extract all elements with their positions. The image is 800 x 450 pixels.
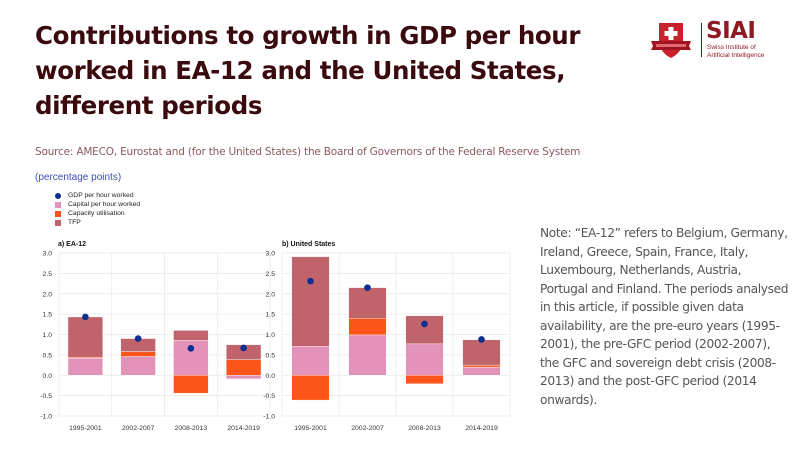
bar-capital: [120, 356, 156, 376]
legend-label: GDP per hour worked: [68, 192, 134, 199]
legend-item-capacity: Capacity utilisation: [55, 209, 140, 218]
bar-capital: [226, 375, 262, 380]
legend-capital-swatch-icon: [55, 201, 61, 208]
logo-name: SIAI: [706, 18, 756, 44]
legend-item-tfp: TFP: [55, 218, 140, 227]
y-tick-label: 3.0: [43, 251, 53, 258]
units-label: (percentage points): [35, 172, 122, 183]
bar-tfp: [173, 330, 209, 341]
legend-item-gdp: GDP per hour worked: [55, 191, 140, 200]
source-note: Source: AMECO, Eurostat and (for the Uni…: [35, 146, 581, 158]
y-tick-label: 2.0: [43, 291, 53, 298]
bar-capacity: [348, 318, 387, 336]
x-tick-label: 2014-2019: [227, 425, 260, 432]
y-tick-label: 2.5: [43, 271, 53, 278]
legend-label: Capacity utilisation: [68, 210, 125, 217]
y-tick-label: 0.0: [43, 373, 53, 380]
gdp-point: [240, 344, 247, 352]
gdp-point: [364, 284, 371, 291]
bar-capital: [67, 357, 103, 376]
bar-capacity: [173, 375, 209, 394]
y-tick-label: 3.0: [266, 251, 276, 258]
logo-subtitle: Swiss Institute of Artificial Intelligen…: [707, 44, 787, 59]
bar-capacity: [120, 351, 156, 357]
gdp-point: [134, 335, 142, 342]
legend-item-capital: Capital per hour worked: [55, 200, 140, 209]
x-tick-label: 1995-2001: [69, 425, 102, 432]
y-tick-label: 1.0: [266, 332, 276, 339]
bar-capital: [405, 343, 444, 376]
panel-title: b) United States: [282, 241, 335, 248]
logo-subtitle-line2: Artificial Intelligence: [707, 51, 765, 59]
x-tick-label: 2002-2007: [351, 425, 384, 432]
y-tick-label: 2.5: [266, 271, 276, 278]
legend-label: TFP: [68, 219, 81, 226]
y-tick-label: -1.0: [40, 414, 52, 421]
y-tick-label: 1.0: [43, 332, 53, 339]
x-tick-label: 2008-2013: [408, 425, 441, 432]
y-tick-label: -0.5: [40, 393, 52, 400]
bar-capacity: [462, 364, 501, 368]
logo-subtitle-line1: Swiss Institute of: [707, 44, 756, 51]
bar-tfp: [462, 339, 501, 366]
x-tick-label: 2008-2013: [175, 425, 208, 432]
y-tick-label: 1.5: [43, 312, 53, 319]
page-title: Contributions to growth in GDP per hour …: [35, 21, 581, 120]
gdp-point: [307, 277, 314, 285]
bar-capital: [291, 346, 330, 376]
gdp-point: [82, 313, 89, 321]
y-tick-label: 1.5: [266, 312, 276, 319]
y-tick-label: -1.0: [263, 414, 275, 421]
gdp-point: [187, 345, 195, 352]
y-tick-label: 2.0: [266, 291, 276, 298]
bar-capital: [462, 366, 501, 376]
bar-capacity: [405, 375, 444, 385]
y-tick-label: 0.0: [266, 373, 276, 380]
panel-title: a) EA-12: [58, 241, 86, 248]
bar-tfp: [348, 287, 387, 319]
bar-tfp: [67, 316, 103, 358]
y-tick-label: -0.5: [263, 393, 275, 400]
legend-capacity-swatch-icon: [55, 210, 61, 217]
gdp-point: [478, 336, 485, 343]
bar-capacity: [291, 375, 330, 401]
logo-divider: [701, 23, 702, 57]
x-tick-label: 2002-2007: [122, 425, 155, 432]
chart-legend: GDP per hour worked Capital per hour wor…: [55, 191, 140, 227]
y-tick-label: 0.5: [266, 352, 276, 359]
bar-capacity: [226, 359, 262, 376]
gdp-point: [421, 320, 428, 328]
legend-tfp-swatch-icon: [55, 219, 61, 226]
x-tick-label: 2014-2019: [465, 425, 498, 432]
legend-gdp-dot-icon: [55, 192, 61, 199]
swiss-cross-shield-icon: [651, 23, 691, 58]
y-tick-label: 0.5: [43, 352, 53, 359]
bar-capital: [348, 334, 387, 376]
bar-tfp: [291, 256, 330, 347]
footnote: Note: “EA-12” refers to Belgium, Germany…: [540, 226, 789, 407]
siai-logo: SIAI Swiss Institute of Artificial Intel…: [650, 18, 790, 60]
x-tick-label: 1995-2001: [294, 425, 327, 432]
legend-label: Capital per hour worked: [68, 201, 141, 208]
bar-tfp: [405, 315, 444, 345]
